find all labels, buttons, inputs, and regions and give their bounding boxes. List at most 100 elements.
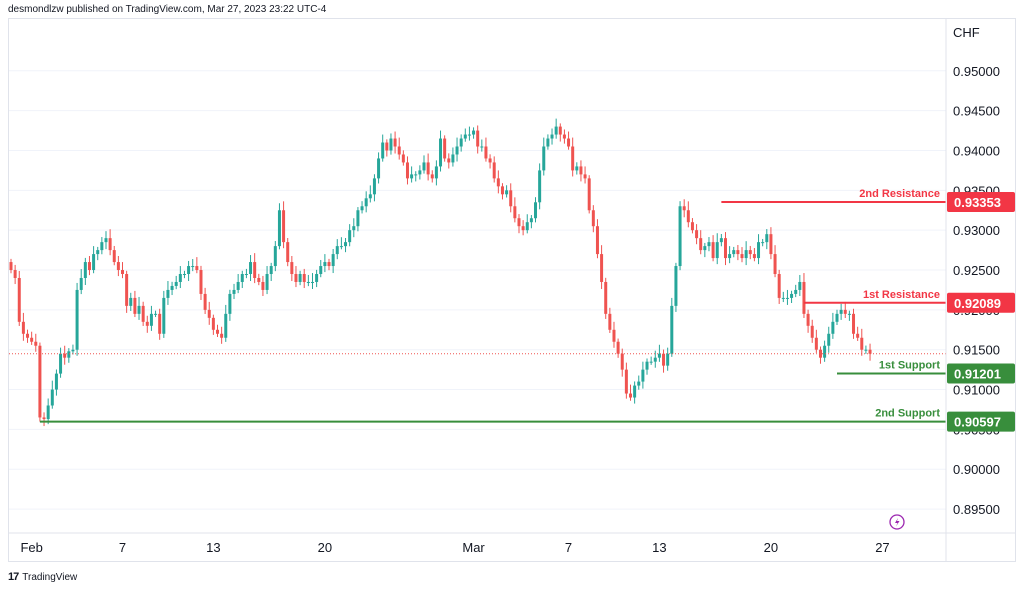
candle	[319, 259, 323, 278]
time-tick-label: Feb	[20, 540, 42, 555]
candle-body	[814, 337, 818, 350]
candle-body	[178, 274, 182, 282]
candle-body	[505, 190, 509, 195]
candle-body	[170, 285, 174, 290]
candle-body	[216, 329, 219, 334]
candle	[315, 269, 319, 288]
candle-body	[294, 274, 298, 282]
candle-body	[71, 349, 75, 352]
candle	[129, 292, 133, 311]
candle	[513, 197, 517, 223]
candle-body	[641, 369, 645, 382]
candle	[261, 275, 265, 297]
price-tick-label: 0.91500	[953, 343, 1000, 358]
candle	[447, 153, 451, 169]
candle	[662, 349, 666, 373]
price-tick-label: 0.94500	[953, 104, 1000, 119]
candle	[377, 152, 381, 184]
tradingview-logo[interactable]: 17 TradingView	[8, 571, 77, 583]
candle-body	[562, 134, 566, 139]
price-axis[interactable]: 0.950000.945000.940000.935000.930000.925…	[953, 64, 1000, 517]
candle-body	[690, 222, 694, 231]
candle-body	[199, 270, 203, 294]
candle-body	[723, 238, 727, 259]
candle-body	[579, 166, 583, 175]
candle-body	[75, 289, 79, 350]
candle-body	[678, 206, 682, 267]
candle-body	[220, 333, 224, 338]
alert-icon[interactable]	[889, 514, 905, 530]
candle	[616, 338, 620, 358]
candle-body	[410, 174, 414, 179]
candle	[310, 273, 314, 289]
candle-body	[339, 246, 343, 248]
candle	[624, 362, 628, 399]
candle-body	[46, 405, 50, 420]
candle	[393, 131, 397, 154]
candle-body	[327, 262, 331, 267]
candle	[682, 199, 686, 218]
candle-body	[653, 357, 657, 362]
candle-body	[839, 309, 843, 314]
candle-layer	[9, 118, 872, 427]
candle	[339, 237, 343, 250]
candle-body	[546, 138, 550, 147]
level-badge-bg	[947, 192, 1015, 213]
candle-body	[463, 134, 467, 139]
candle	[740, 247, 744, 263]
candle-body	[542, 146, 546, 171]
candle-body	[236, 281, 240, 290]
level-label: 1st Resistance	[863, 289, 940, 301]
candle-body	[525, 222, 529, 231]
candle-body	[224, 313, 228, 338]
candle	[595, 219, 599, 259]
candle-body	[488, 158, 492, 163]
candle-body	[145, 321, 149, 326]
candle	[17, 270, 21, 326]
candle	[112, 245, 116, 266]
currency-label: CHF	[953, 25, 980, 40]
candle	[736, 245, 740, 261]
candle	[488, 154, 492, 169]
candle-body	[257, 277, 261, 282]
candle-body	[207, 309, 211, 318]
candle	[290, 255, 294, 282]
candle	[571, 137, 575, 177]
candle-body	[818, 349, 822, 358]
candle-body	[42, 417, 46, 420]
candle-body	[649, 361, 653, 363]
time-axis[interactable]: Feb 7 13 20 Mar 7 13 20 27	[20, 540, 889, 555]
candle-body	[616, 341, 620, 354]
grid-layer	[9, 70, 946, 510]
candle	[162, 290, 166, 338]
candlestick-chart[interactable]: 2nd Resistance 1st Resistance 1st Support 2…	[9, 19, 1015, 561]
candle	[356, 207, 360, 232]
candle-body	[265, 274, 269, 290]
candle	[732, 246, 736, 258]
candle	[852, 308, 856, 339]
price-tick-label: 0.90000	[953, 462, 1000, 477]
candle-body	[298, 274, 302, 282]
candle	[38, 342, 42, 422]
candle	[244, 268, 248, 279]
candle-body	[447, 158, 451, 163]
chart-panel[interactable]: 2nd Resistance 1st Resistance 1st Support 2…	[8, 18, 1016, 562]
candle	[827, 326, 831, 353]
candle-body	[414, 174, 418, 176]
candle	[71, 344, 75, 355]
candle-body	[600, 254, 604, 282]
candle-body	[108, 238, 112, 251]
candle-body	[748, 250, 752, 255]
candle	[46, 398, 50, 425]
candle-body	[393, 138, 397, 147]
candle	[810, 319, 814, 343]
level-badge-bg	[947, 411, 1015, 432]
candle-body	[158, 313, 162, 334]
candle-body	[707, 242, 711, 247]
candle-body	[769, 234, 773, 255]
candle	[451, 147, 455, 167]
candle-body	[67, 351, 71, 358]
candle-body	[277, 210, 281, 247]
candle-body	[141, 305, 145, 322]
candle	[381, 134, 385, 162]
